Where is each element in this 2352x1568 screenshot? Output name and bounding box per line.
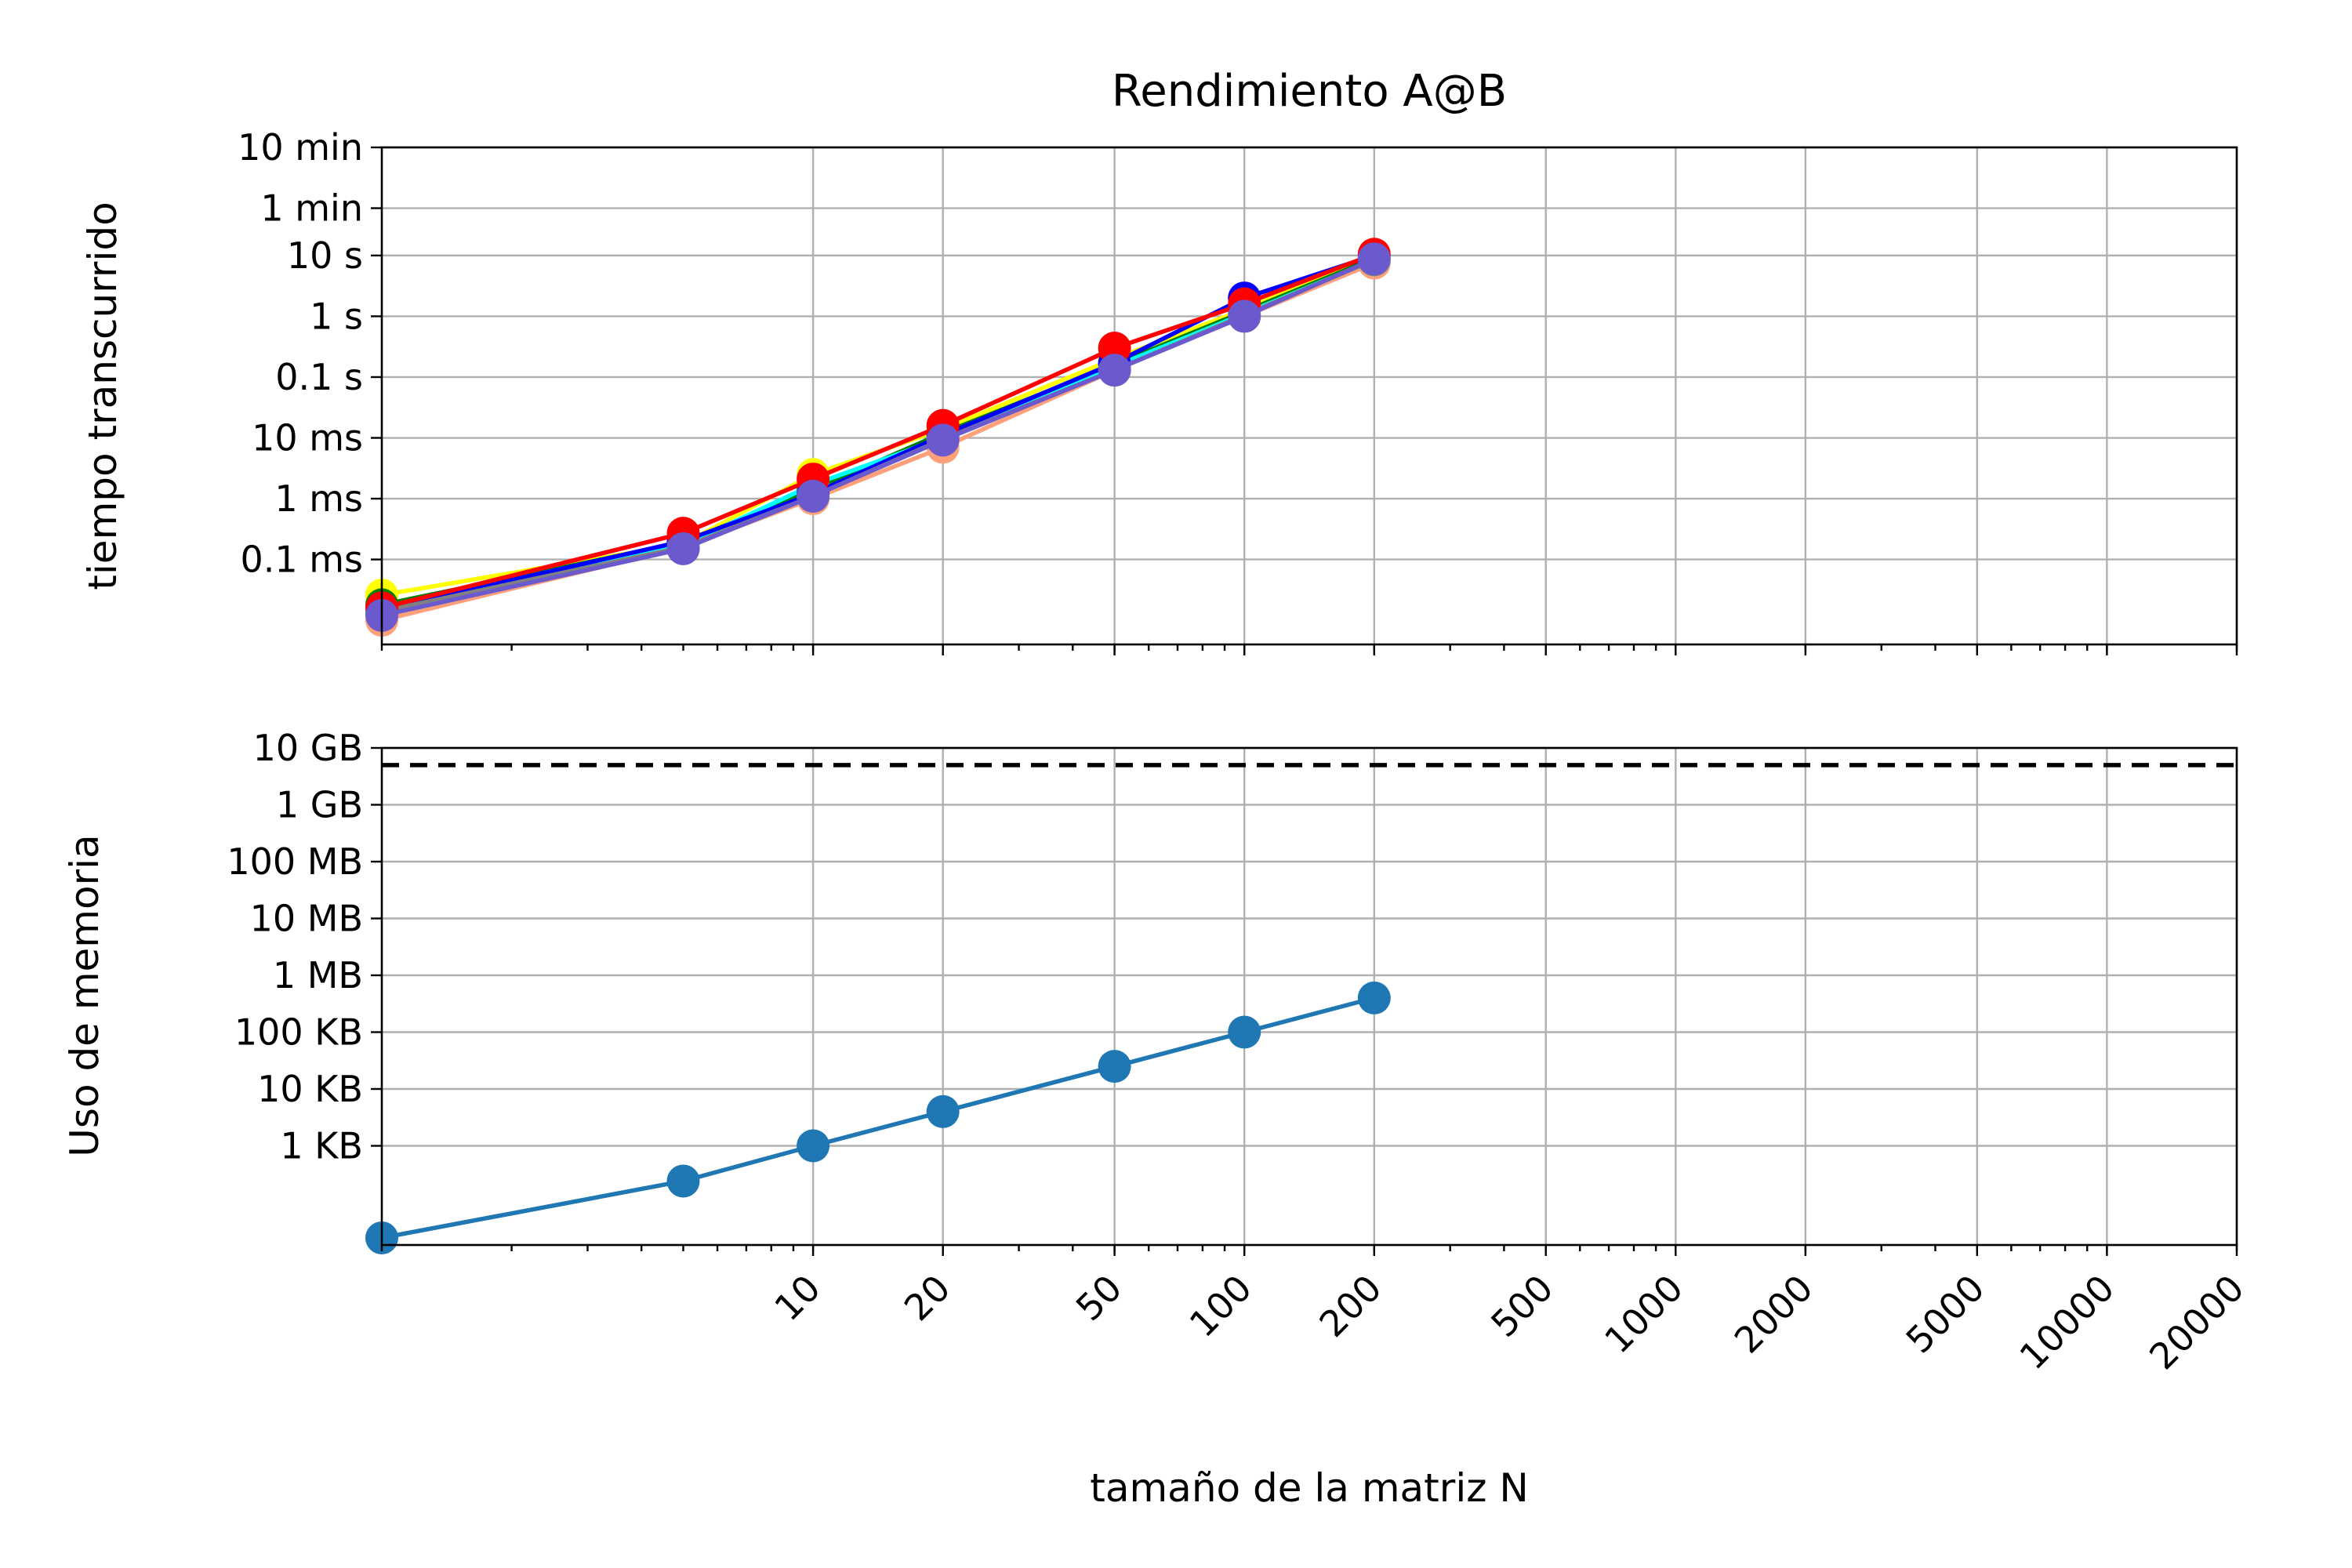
y-tick-label: 10 ms xyxy=(252,417,363,459)
y-tick-label: 0.1 s xyxy=(275,356,363,398)
y-tick-label: 100 KB xyxy=(234,1011,363,1054)
chart-title: Rendimiento A@B xyxy=(1112,66,1507,117)
data-point xyxy=(1228,1015,1261,1049)
y-tick-label: 1 GB xyxy=(276,784,363,826)
y-tick-label: 10 min xyxy=(238,126,363,169)
data-point xyxy=(797,1129,830,1163)
data-point xyxy=(1098,354,1131,387)
axes-frame xyxy=(380,146,2238,646)
y-tick-label: 10 s xyxy=(287,234,363,277)
data-point xyxy=(926,1094,960,1128)
data-point xyxy=(1357,981,1391,1014)
y-tick-label: 1 MB xyxy=(273,954,363,996)
y-tick-label: 10 MB xyxy=(250,898,363,940)
y-tick-label: 100 MB xyxy=(227,840,363,883)
data-point xyxy=(1098,1050,1131,1083)
y-tick-label: 0.1 ms xyxy=(240,539,363,581)
data-point xyxy=(1228,299,1261,333)
y-tick-label: 1 min xyxy=(260,187,363,230)
y-tick-label: 1 KB xyxy=(280,1125,363,1167)
time-panel: 0.1 ms 1 ms 10 ms 0.1 s 1 s 10 s1 min 10 min xyxy=(238,126,2238,655)
y-tick-label: 10 GB xyxy=(253,727,363,769)
time-axis-label: tiempo transcurrido xyxy=(80,201,125,590)
data-point xyxy=(1357,242,1391,276)
y-tick-label: 10 KB xyxy=(257,1068,363,1110)
axes-frame xyxy=(380,746,2238,1247)
y-tick-label: 1 ms xyxy=(274,477,363,520)
x-axis-label: tamaño de la matriz N xyxy=(1090,1465,1529,1511)
data-point xyxy=(797,479,830,513)
data-point xyxy=(666,1164,700,1198)
y-tick-label: 1 s xyxy=(310,295,363,337)
memory-axis-label: Uso de memoria xyxy=(62,834,107,1156)
data-point xyxy=(666,532,700,565)
data-point xyxy=(926,423,960,457)
